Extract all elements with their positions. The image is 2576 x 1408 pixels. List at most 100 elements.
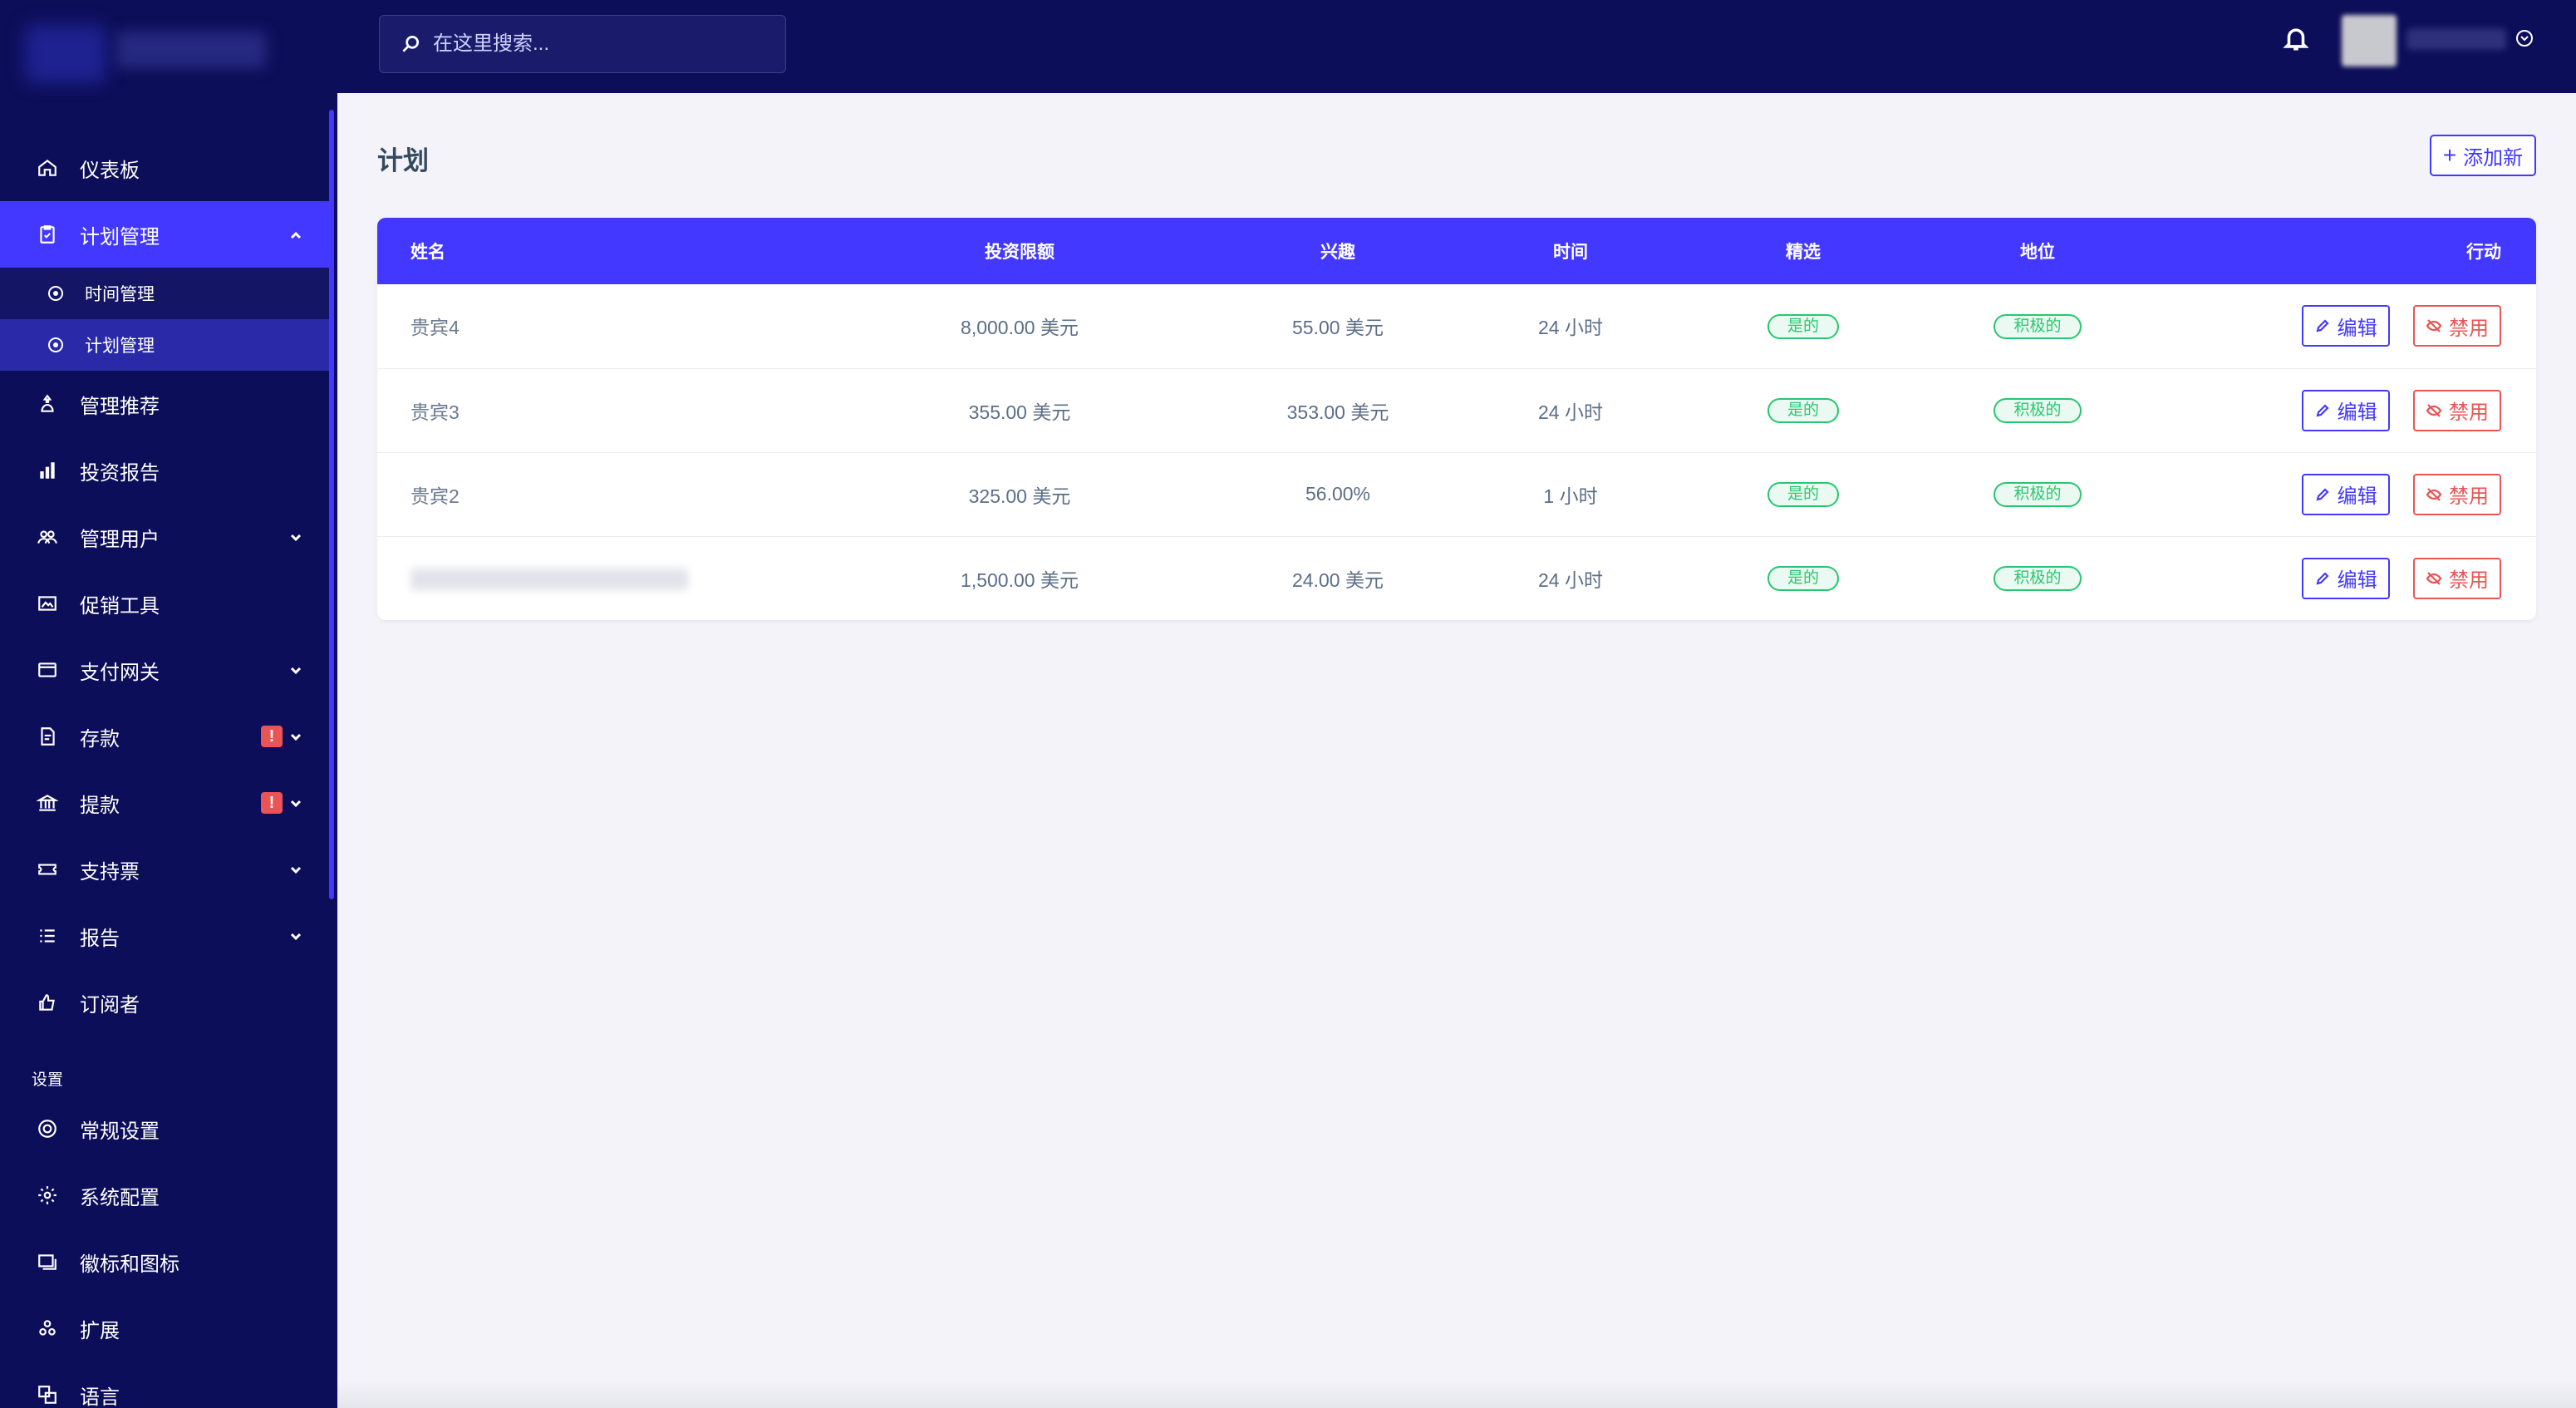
brand-name [116,32,266,68]
sidebar-item-logo-icons[interactable]: 徽标和图标 [0,1228,329,1295]
cell-limit: 325.00 美元 [968,485,1071,507]
sidebar-subitem-plan-management[interactable]: 计划管理 [0,319,329,371]
cell-time: 24 小时 [1538,317,1603,339]
sidebar-item-label: 提款 [80,794,120,817]
sidebar-subitem-time-management[interactable]: 时间管理 [0,268,329,319]
cell-status: 积极的 [1944,452,2131,536]
username[interactable] [2406,28,2506,50]
edit-button[interactable]: 编辑 [2301,389,2390,431]
notification-bell-icon[interactable] [2282,23,2315,57]
sidebar-item-referrals[interactable]: 管理推荐 [0,371,329,437]
chevron-down-icon [288,662,304,678]
chevron-down-circle-icon[interactable] [2515,28,2534,48]
avatar[interactable] [2342,15,2397,66]
sidebar-item-promo-tools[interactable]: 促销工具 [0,570,329,637]
search-box[interactable] [379,15,786,73]
chevron-down-icon [288,861,304,878]
sidebar-item-withdrawals[interactable]: 提款 ! [0,770,329,836]
sidebar-item-reports[interactable]: 报告 [0,903,329,969]
chevron-up-icon [288,226,304,243]
plus-icon: + [2442,142,2457,168]
sidebar-menu: 仪表板 计划管理 时间管理 计划管理 管理推荐 投资报告 [0,135,329,1408]
sidebar-scrollbar[interactable] [329,110,334,899]
table-row: 贵宾3 355.00 美元 353.00 美元 24 小时 是的 积极的 编辑 … [377,368,2536,452]
cell-featured: 是的 [1662,452,1944,536]
sidebar-item-extensions[interactable]: 扩展 [0,1295,329,1361]
redacted-name [410,568,688,590]
disable-button[interactable]: 禁用 [2413,473,2501,515]
disable-button[interactable]: 禁用 [2413,389,2501,431]
disable-button[interactable]: 禁用 [2413,305,2501,347]
eye-slash-icon [2426,571,2442,585]
chevron-down-icon [288,928,304,944]
pencil-icon [2316,487,2329,501]
sidebar-item-dashboard[interactable]: 仪表板 [0,135,329,201]
chevron-down-icon [288,529,304,545]
edit-label: 编辑 [2337,401,2377,424]
status-badge: 积极的 [1993,566,2082,592]
column-header-time: 时间 [1553,243,1588,262]
status-badge: 积极的 [1993,398,2082,423]
sidebar-item-language[interactable]: 语言 [0,1361,329,1408]
submenu-plan-management: 时间管理 计划管理 [0,268,329,371]
cell-status: 积极的 [1944,536,2131,620]
eye-slash-icon [2426,319,2442,333]
edit-label: 编辑 [2337,569,2377,593]
sidebar-item-deposits[interactable]: 存款 ! [0,703,329,770]
puzzle-icon [35,1316,60,1341]
sidebar-item-label: 常规设置 [80,1120,160,1143]
sidebar-item-label: 系统配置 [80,1186,160,1209]
cell-featured: 是的 [1662,284,1944,368]
sidebar-item-general-settings[interactable]: 常规设置 [0,1095,329,1162]
featured-badge: 是的 [1767,482,1839,507]
sidebar-item-label: 扩展 [80,1319,120,1342]
cell-limit: 8,000.00 美元 [961,317,1079,339]
deposit-icon [35,724,60,749]
cell-featured: 是的 [1662,536,1944,620]
add-new-button[interactable]: + 添加新 [2430,135,2536,176]
bar-chart-icon [35,458,60,483]
sidebar-item-label: 管理推荐 [80,395,160,418]
sidebar-item-plan-management[interactable]: 计划管理 [0,201,329,268]
column-header-limit: 投资限额 [985,243,1054,262]
ticket-icon [35,857,60,882]
pencil-icon [2316,572,2329,585]
table-header-row: 姓名 投资限额 兴趣 时间 精选 地位 行动 [377,218,2536,284]
edit-button[interactable]: 编辑 [2301,557,2390,599]
pencil-icon [2316,319,2329,332]
disable-label: 禁用 [2449,485,2489,508]
disable-label: 禁用 [2449,569,2489,593]
dot-circle-icon [48,337,63,352]
sidebar-item-investment-report[interactable]: 投资报告 [0,437,329,504]
edit-button[interactable]: 编辑 [2301,473,2390,515]
bank-icon [35,790,60,815]
column-header-name: 姓名 [410,243,445,262]
thumbs-up-icon [35,990,60,1015]
sidebar-item-system-config[interactable]: 系统配置 [0,1162,329,1228]
cell-actions: 编辑 禁用 [2131,368,2536,452]
dot-circle-icon [48,286,63,301]
cell-name: 贵宾2 [410,485,460,507]
search-icon [402,35,420,52]
sidebar-item-payment-gateways[interactable]: 支付网关 [0,637,329,703]
edit-label: 编辑 [2337,317,2377,340]
images-icon [35,1249,60,1274]
page-title: 计划 [377,146,429,175]
chevron-down-icon [288,795,304,811]
eye-slash-icon [2426,487,2442,501]
sidebar-item-manage-users[interactable]: 管理用户 [0,504,329,570]
featured-badge: 是的 [1767,398,1839,423]
disable-button[interactable]: 禁用 [2413,557,2501,599]
credit-card-icon [35,657,60,682]
sidebar-item-subscribers[interactable]: 订阅者 [0,969,329,1036]
column-header-status: 地位 [2020,243,2055,262]
edit-button[interactable]: 编辑 [2301,305,2390,347]
brand-logo[interactable] [25,25,266,83]
search-input[interactable] [433,32,765,56]
cell-interest: 353.00 美元 [1286,401,1389,423]
sidebar-subitem-label: 时间管理 [85,285,155,304]
cell-status: 积极的 [1944,284,2131,368]
table-row: 1,500.00 美元 24.00 美元 24 小时 是的 积极的 编辑 禁用 [377,536,2536,620]
sidebar-item-support-tickets[interactable]: 支持票 [0,836,329,903]
sidebar-item-label: 支付网关 [80,661,160,684]
